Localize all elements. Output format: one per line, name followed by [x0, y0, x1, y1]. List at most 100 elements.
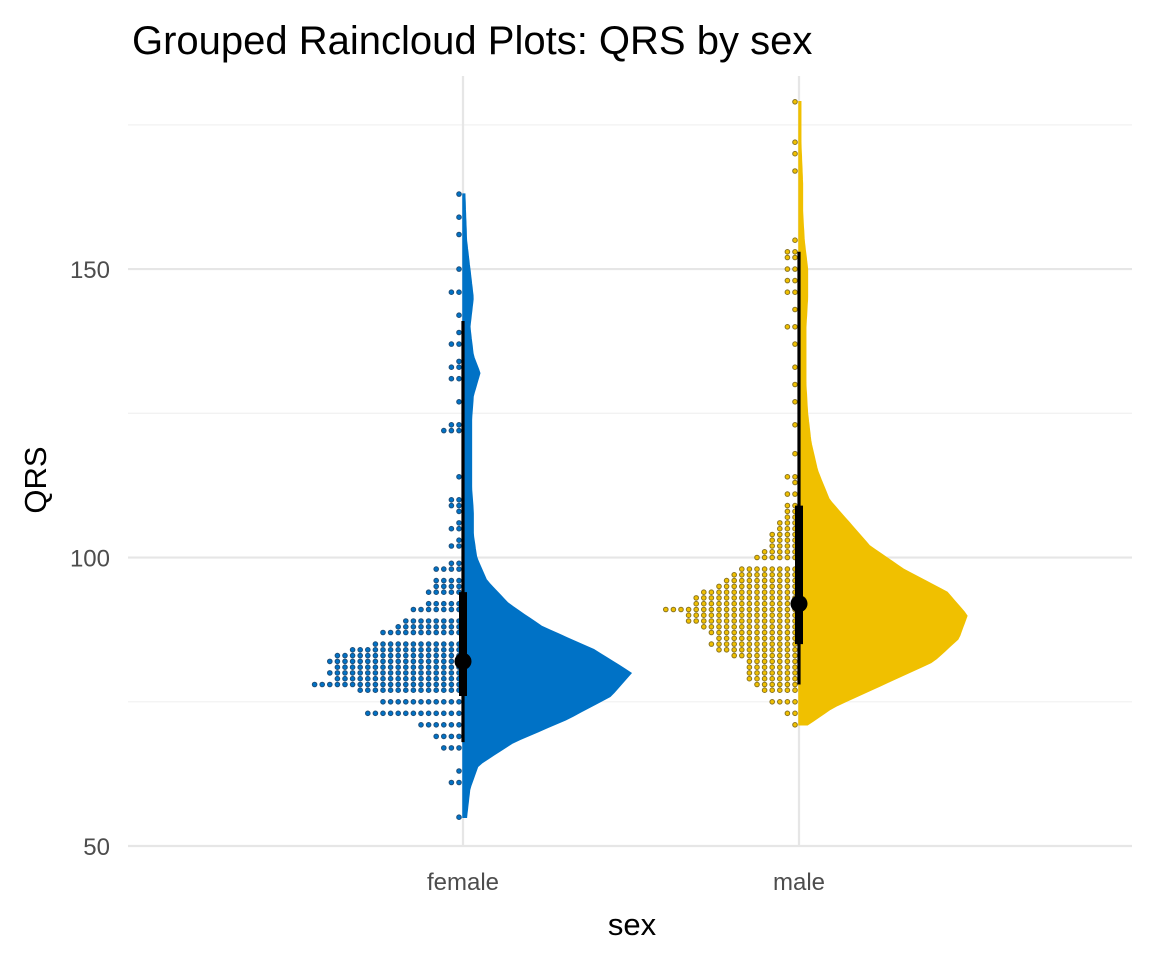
rain-dot-male — [769, 583, 776, 590]
rain-dot-male — [792, 664, 798, 671]
rain-dot-male — [784, 629, 791, 636]
rain-dot-female — [456, 699, 462, 705]
rain-dot-female — [448, 600, 455, 607]
rain-dot-male — [769, 629, 776, 636]
rain-dot-male — [769, 652, 776, 659]
rain-dot-female — [425, 647, 432, 653]
rain-dot-male — [777, 577, 783, 584]
rain-dot-female — [395, 629, 402, 636]
rain-dot-female — [441, 658, 447, 665]
rain-dot-male — [746, 647, 753, 653]
rain-dot-female — [448, 375, 455, 382]
rain-dot-female — [334, 670, 341, 676]
rain-dot-female — [372, 652, 379, 659]
rain-dot-male — [723, 612, 730, 619]
rain-dot-female — [418, 624, 424, 630]
rain-dot-female — [349, 652, 356, 659]
rain-dot-female — [456, 375, 462, 382]
rain-dot-female — [448, 341, 455, 347]
rain-dot-female — [395, 647, 402, 653]
rain-dot-female — [441, 600, 447, 607]
rain-dot-female — [433, 687, 440, 694]
rain-dot-male — [693, 600, 700, 607]
rain-dot-male — [746, 566, 753, 572]
rain-dot-female — [387, 687, 394, 694]
rain-dot-female — [380, 652, 386, 659]
rain-dot-female — [433, 618, 440, 624]
rain-dot-female — [357, 658, 364, 665]
rain-dot-male — [754, 595, 760, 601]
rain-dot-male — [731, 612, 738, 619]
rain-dot-female — [448, 543, 455, 549]
rain-dot-male — [769, 595, 776, 601]
rain-dot-female — [441, 675, 447, 682]
rain-dot-female — [418, 658, 424, 665]
rain-dot-female — [372, 641, 379, 647]
rain-dot-male — [784, 670, 791, 676]
rain-dot-female — [448, 566, 455, 572]
rain-dot-female — [387, 658, 394, 665]
rain-dot-female — [448, 606, 455, 613]
rain-dot-female — [448, 699, 455, 705]
rain-dot-male — [784, 595, 791, 601]
rain-dot-female — [441, 652, 447, 659]
median-point-female — [454, 652, 472, 670]
rain-dot-male — [739, 589, 745, 596]
rain-dot-male — [784, 324, 791, 330]
rain-dot-female — [448, 577, 455, 584]
rain-dot-female — [365, 710, 371, 717]
rain-dot-female — [357, 652, 364, 659]
rain-dot-female — [410, 675, 417, 682]
rain-dot-male — [777, 520, 783, 526]
rain-dot-male — [746, 600, 753, 607]
rain-dot-male — [761, 670, 768, 676]
density-clouds — [462, 101, 968, 818]
rain-dot-female — [433, 566, 440, 572]
rain-dot-male — [739, 618, 745, 624]
rain-dot-female — [403, 670, 409, 676]
rain-dot-female — [410, 670, 417, 676]
rain-dot-male — [746, 595, 753, 601]
rain-dot-female — [365, 670, 371, 676]
rain-dot-male — [754, 583, 760, 590]
rain-dot-female — [441, 618, 447, 624]
rain-dot-male — [784, 549, 791, 555]
rain-dot-male — [670, 606, 677, 613]
rain-dot-female — [448, 583, 455, 590]
rain-dot-male — [792, 670, 798, 676]
rain-dot-male — [723, 577, 730, 584]
rain-dot-male — [693, 618, 700, 624]
rain-dot-male — [723, 606, 730, 613]
rain-dot-male — [701, 624, 707, 630]
rain-dot-male — [739, 566, 745, 572]
rain-dot-female — [410, 624, 417, 630]
rain-dot-female — [441, 606, 447, 613]
rain-dot-male — [761, 600, 768, 607]
rain-dot-female — [448, 525, 455, 532]
rain-dot-female — [380, 658, 386, 665]
rain-dot-male — [769, 612, 776, 619]
rain-dot-male — [701, 618, 707, 624]
rain-dot-male — [784, 289, 791, 296]
rain-dot-male — [777, 624, 783, 630]
rain-dot-female — [380, 664, 386, 671]
rain-dot-female — [456, 214, 462, 220]
rain-dot-male — [792, 658, 798, 665]
rain-dot-male — [731, 577, 738, 584]
rain-dot-male — [708, 618, 715, 624]
rain-dot-female — [395, 681, 402, 688]
rain-dot-female — [395, 699, 402, 705]
rain-dot-female — [334, 675, 341, 682]
rain-dot-male — [716, 595, 722, 601]
rain-dot-female — [441, 699, 447, 705]
rain-dot-male — [716, 624, 722, 630]
rain-dot-male — [754, 641, 760, 647]
rain-dot-male — [708, 589, 715, 596]
rain-dot-male — [769, 589, 776, 596]
rain-dot-male — [693, 612, 700, 619]
rain-dot-male — [777, 687, 783, 694]
rain-dot-female — [418, 647, 424, 653]
rain-dot-female — [327, 670, 333, 676]
chart-title: Grouped Raincloud Plots: QRS by sex — [132, 19, 812, 63]
rain-dot-female — [441, 733, 447, 740]
